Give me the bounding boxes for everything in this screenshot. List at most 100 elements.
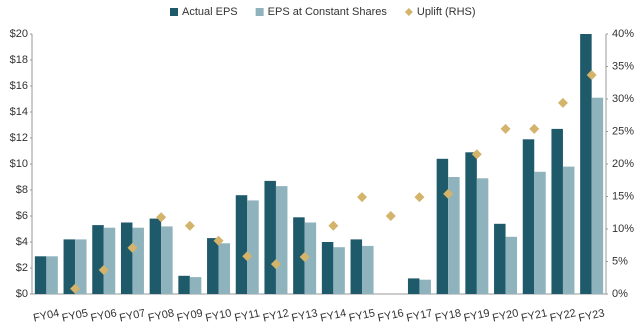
y-tick-label: $6 xyxy=(16,210,28,222)
y-tick-label: $4 xyxy=(16,236,28,248)
bar xyxy=(218,243,231,294)
bar xyxy=(34,256,47,294)
bar xyxy=(247,200,259,294)
legend-label: EPS at Constant Shares xyxy=(268,6,388,18)
y2-tick-label: 10% xyxy=(612,223,634,235)
y2-tick-label: 0% xyxy=(612,288,628,300)
x-tick-label: FY13 xyxy=(291,307,319,324)
diamond-marker xyxy=(270,259,281,270)
x-tick-label: FY18 xyxy=(434,307,462,324)
bar xyxy=(494,223,506,294)
y-tick-label: $16 xyxy=(10,80,28,92)
legend-label: Actual EPS xyxy=(182,6,238,18)
diamond-marker xyxy=(357,192,368,203)
legend-swatch xyxy=(255,8,264,16)
x-tick-label: FY07 xyxy=(118,307,146,324)
y-tick-label: $12 xyxy=(10,132,28,144)
y-tick-label: $14 xyxy=(10,106,28,118)
bar xyxy=(419,279,431,294)
diamond-marker xyxy=(328,220,339,231)
y2-tick-label: 25% xyxy=(612,125,634,137)
x-tick-label: FY22 xyxy=(549,307,577,324)
bar xyxy=(92,225,104,294)
diamond-marker xyxy=(471,149,482,160)
bar xyxy=(505,236,518,294)
bar xyxy=(207,238,219,294)
bar xyxy=(149,218,162,294)
y-tick-label: $10 xyxy=(10,158,28,170)
diamond-marker xyxy=(385,211,396,221)
x-tick-label: FY21 xyxy=(520,307,548,324)
diamond-marker xyxy=(98,264,109,275)
bar xyxy=(551,128,563,294)
bar xyxy=(120,222,133,294)
x-tick-label: FY05 xyxy=(61,307,89,324)
bar xyxy=(476,178,489,294)
diamond-marker xyxy=(586,69,597,80)
x-tick-label: FY23 xyxy=(578,307,606,324)
bar xyxy=(161,226,173,294)
bar xyxy=(333,247,345,294)
bar xyxy=(264,180,276,294)
x-tick-label: FY16 xyxy=(377,307,405,324)
y-tick-label: $18 xyxy=(10,54,28,66)
x-tick-label: FY14 xyxy=(319,307,347,324)
diamond-marker xyxy=(213,235,224,246)
bar xyxy=(235,195,248,294)
diamond-marker xyxy=(242,251,253,262)
y2-tick-label: 5% xyxy=(612,255,628,267)
bar xyxy=(103,227,116,294)
legend: Actual EPS EPS at Constant Shares Uplift (… xyxy=(170,6,476,18)
bar xyxy=(178,275,190,294)
legend-label: Uplift (RHS) xyxy=(417,6,476,18)
x-tick-label: FY15 xyxy=(348,307,376,324)
x-tick-label: FY10 xyxy=(204,307,232,324)
diamond-marker xyxy=(299,251,310,262)
bar xyxy=(465,152,477,294)
y2-tick-label: 35% xyxy=(612,60,634,72)
diamond-marker xyxy=(184,220,195,231)
bar xyxy=(350,239,363,294)
y2-tick-label: 15% xyxy=(612,190,634,202)
x-tick-label: FY12 xyxy=(262,307,290,324)
bar xyxy=(362,245,374,294)
bar xyxy=(132,227,144,294)
bar xyxy=(591,97,604,294)
y2-tick-label: 20% xyxy=(612,158,634,170)
x-tick-label: FY17 xyxy=(405,307,433,324)
bar xyxy=(275,186,288,294)
x-tick-label: FY09 xyxy=(176,307,204,324)
bar xyxy=(189,277,202,294)
bar xyxy=(448,177,460,294)
y2-tick-label: 40% xyxy=(612,28,634,40)
diamond-marker xyxy=(127,242,138,253)
y-tick-label: $8 xyxy=(16,184,28,196)
bar xyxy=(75,239,87,294)
bar xyxy=(407,278,420,294)
bar xyxy=(436,158,449,294)
legend-swatch xyxy=(404,8,413,16)
diamond-marker xyxy=(70,283,81,294)
y-tick-label: $20 xyxy=(10,28,28,40)
bar xyxy=(63,239,76,294)
x-tick-label: FY04 xyxy=(32,307,60,324)
bar xyxy=(580,34,592,294)
diamond-marker xyxy=(500,123,511,134)
legend-swatch xyxy=(170,8,178,16)
bar xyxy=(46,256,58,294)
y2-tick-label: 30% xyxy=(612,93,634,105)
x-tick-label: FY11 xyxy=(234,307,261,324)
diamond-marker xyxy=(529,123,540,134)
x-tick-label: FY06 xyxy=(90,307,118,324)
bar xyxy=(321,242,334,294)
diamond-marker xyxy=(156,212,167,223)
x-tick-label: FY19 xyxy=(463,307,491,324)
y-tick-label: $2 xyxy=(16,262,28,274)
x-tick-label: FY20 xyxy=(491,307,519,324)
diamond-marker xyxy=(414,192,425,203)
x-tick-label: FY08 xyxy=(147,307,175,324)
bar xyxy=(562,166,575,294)
diamond-marker xyxy=(557,97,568,108)
bar xyxy=(304,222,317,294)
